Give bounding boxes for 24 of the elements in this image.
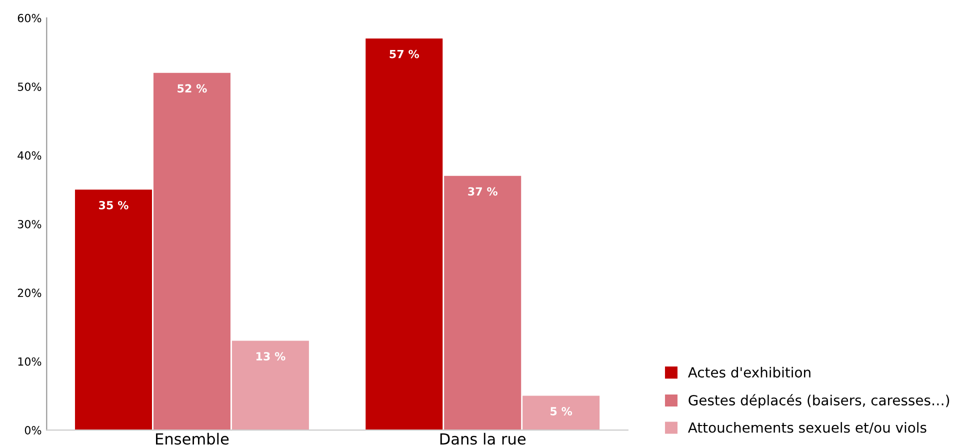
bar bbox=[232, 340, 309, 430]
y-tick-label: 40% bbox=[18, 151, 42, 160]
data-label: 57 % bbox=[390, 50, 420, 58]
bar bbox=[522, 396, 600, 430]
legend-label: Actes d'exhibition bbox=[688, 366, 810, 378]
y-tick-label: 30% bbox=[18, 220, 42, 228]
y-tick-label: 20% bbox=[18, 288, 42, 298]
y-tick-label: 0% bbox=[24, 426, 42, 434]
y-tick-label: 10% bbox=[18, 357, 42, 366]
x-tick-label: Ensemble bbox=[156, 432, 229, 445]
y-tick-label: 50% bbox=[18, 82, 42, 91]
data-label: 13 % bbox=[256, 352, 286, 360]
legend-label: Attouchements sexuels et/ou viols bbox=[688, 422, 926, 434]
bar bbox=[74, 190, 152, 430]
bar bbox=[444, 176, 522, 430]
bar bbox=[366, 38, 443, 430]
data-label: 37 % bbox=[468, 187, 498, 196]
data-label: 35 % bbox=[99, 200, 128, 210]
y-tick-label: 60% bbox=[18, 14, 42, 22]
x-tick-label: Dans la rue bbox=[440, 432, 526, 445]
data-label: 5 % bbox=[550, 407, 572, 416]
legend-label: Gestes déplacés (baisers, caresses…) bbox=[688, 394, 950, 408]
data-label: 52 % bbox=[178, 84, 207, 93]
bar bbox=[153, 72, 230, 430]
